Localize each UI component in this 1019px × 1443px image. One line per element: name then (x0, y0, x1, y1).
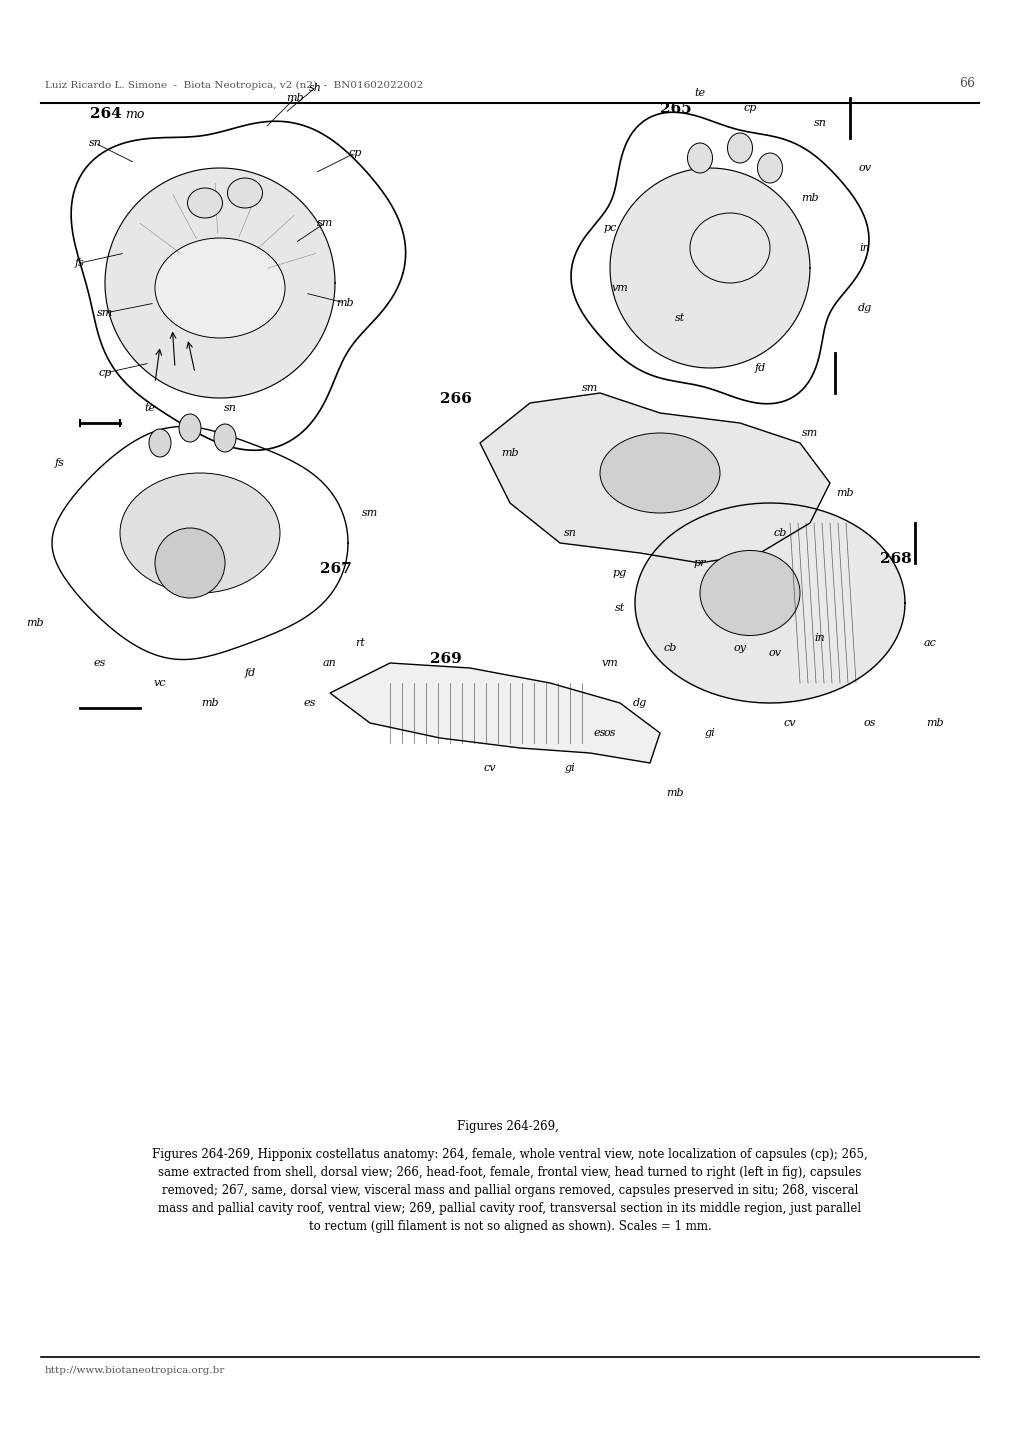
Text: mb: mb (665, 788, 683, 798)
Text: Figures 264-269, Hipponix costellatus anatomy: 264, female, whole ventral view, : Figures 264-269, Hipponix costellatus an… (152, 1149, 867, 1232)
Text: cp: cp (347, 149, 362, 157)
Text: 264: 264 (90, 107, 121, 121)
Text: fd: fd (245, 668, 256, 678)
Ellipse shape (599, 433, 719, 514)
Text: es: es (94, 658, 106, 668)
Text: 265: 265 (659, 102, 691, 115)
Text: mb: mb (836, 488, 853, 498)
Text: mb: mb (26, 618, 44, 628)
Text: mb: mb (336, 299, 354, 307)
Polygon shape (71, 121, 406, 450)
Text: te: te (145, 403, 156, 413)
Text: dg: dg (857, 303, 871, 313)
Text: mb: mb (925, 719, 943, 729)
Ellipse shape (227, 177, 262, 208)
Text: sm: sm (581, 382, 597, 392)
Text: pr: pr (693, 558, 705, 569)
Text: 266: 266 (439, 392, 471, 405)
Text: es: es (304, 698, 316, 709)
Text: gi: gi (565, 763, 575, 773)
Polygon shape (480, 392, 829, 563)
Text: dg: dg (632, 698, 646, 709)
Text: sm: sm (801, 429, 817, 439)
Text: sm: sm (97, 307, 113, 317)
Ellipse shape (757, 153, 782, 183)
Text: pg: pg (612, 569, 627, 579)
Text: os: os (603, 729, 615, 737)
Ellipse shape (155, 528, 225, 597)
Text: mb: mb (500, 447, 519, 457)
Polygon shape (105, 167, 334, 398)
Text: cp: cp (743, 102, 756, 113)
Ellipse shape (178, 414, 201, 442)
Ellipse shape (187, 188, 222, 218)
Polygon shape (52, 427, 347, 659)
Text: 267: 267 (320, 561, 352, 576)
Text: vm: vm (611, 283, 628, 293)
Polygon shape (330, 662, 659, 763)
Text: ov: ov (858, 163, 870, 173)
Text: os: os (863, 719, 875, 729)
Text: te: te (694, 88, 705, 98)
Text: in: in (859, 242, 869, 253)
Ellipse shape (687, 143, 712, 173)
Ellipse shape (120, 473, 280, 593)
Text: fs: fs (75, 258, 85, 268)
Text: sn: sn (813, 118, 825, 128)
Text: Luiz Ricardo L. Simone  -  Biota Neotropica, v2 (n2)  -  BN01602022002: Luiz Ricardo L. Simone - Biota Neotropic… (45, 81, 423, 89)
Text: vm: vm (601, 658, 618, 668)
Ellipse shape (689, 214, 769, 283)
Polygon shape (609, 167, 809, 368)
Polygon shape (635, 504, 904, 703)
Text: 66: 66 (958, 76, 974, 89)
Text: sm: sm (362, 508, 378, 518)
Text: ac: ac (922, 638, 935, 648)
Text: Figures 264-269,: Figures 264-269, (457, 1120, 562, 1133)
Text: cb: cb (772, 528, 786, 538)
Polygon shape (571, 113, 868, 404)
Text: es: es (593, 729, 605, 737)
Text: gi: gi (704, 729, 714, 737)
Text: cv: cv (783, 719, 796, 729)
Ellipse shape (727, 133, 752, 163)
Text: fd: fd (754, 364, 765, 372)
Text: sn: sn (223, 403, 236, 413)
Ellipse shape (214, 424, 235, 452)
Text: fs: fs (55, 457, 65, 468)
Text: 268: 268 (879, 553, 911, 566)
Text: cv: cv (483, 763, 496, 773)
Text: vc: vc (154, 678, 166, 688)
Text: cp: cp (98, 368, 111, 378)
Text: mb: mb (201, 698, 219, 709)
Ellipse shape (155, 238, 284, 338)
Text: in: in (814, 633, 824, 644)
Text: pc: pc (602, 224, 616, 232)
Text: mb: mb (286, 92, 304, 102)
Text: 269: 269 (430, 652, 462, 667)
Text: st: st (675, 313, 685, 323)
Text: sn: sn (89, 139, 101, 149)
Text: st: st (614, 603, 625, 613)
Text: mb: mb (800, 193, 818, 203)
Text: rt: rt (355, 638, 365, 648)
Text: an: an (323, 658, 336, 668)
Ellipse shape (149, 429, 171, 457)
Text: ov: ov (767, 648, 781, 658)
Text: sn: sn (564, 528, 576, 538)
Text: sh: sh (309, 84, 321, 92)
Ellipse shape (699, 550, 799, 635)
Text: oy: oy (733, 644, 746, 654)
Text: mo: mo (125, 108, 145, 121)
Text: sm: sm (317, 218, 333, 228)
Text: cb: cb (662, 644, 676, 654)
Text: http://www.biotaneotropica.org.br: http://www.biotaneotropica.org.br (45, 1367, 225, 1375)
